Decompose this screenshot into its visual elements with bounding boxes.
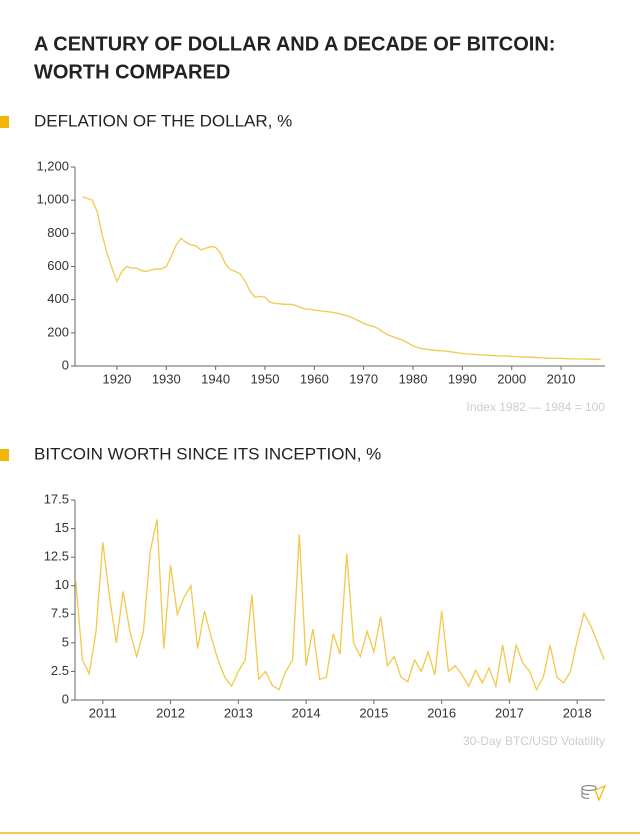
x-tick-label: 2013 — [224, 705, 253, 720]
page-title: WORTH COMPARED — [34, 61, 230, 83]
y-tick-label: 400 — [47, 291, 69, 306]
y-tick-label: 1,000 — [36, 192, 69, 207]
x-tick-label: 2014 — [292, 705, 321, 720]
x-tick-label: 1980 — [399, 371, 428, 386]
x-tick-label: 2000 — [497, 371, 526, 386]
x-tick-label: 1960 — [300, 371, 329, 386]
x-tick-label: 2018 — [563, 705, 592, 720]
y-tick-label: 1,200 — [36, 158, 69, 173]
y-tick-label: 0 — [62, 691, 69, 706]
x-tick-label: 2011 — [89, 705, 117, 720]
x-tick-label: 1970 — [349, 371, 378, 386]
x-tick-label: 1930 — [152, 371, 181, 386]
y-tick-label: 600 — [47, 258, 69, 273]
x-tick-label: 2017 — [495, 705, 524, 720]
x-tick-label: 1950 — [251, 371, 280, 386]
y-tick-label: 200 — [47, 324, 69, 339]
y-tick-label: 17.5 — [44, 491, 69, 506]
x-tick-label: 2016 — [427, 705, 456, 720]
data-line — [82, 196, 601, 361]
x-tick-label: 2015 — [359, 705, 388, 720]
y-tick-label: 10 — [55, 577, 69, 592]
chart-note: 30-Day BTC/USD Volatility — [463, 734, 605, 748]
section-bullet — [0, 116, 9, 128]
section-bullet — [0, 449, 9, 461]
x-tick-label: 2010 — [547, 371, 576, 386]
chart-title: DEFLATION OF THE DOLLAR, % — [34, 111, 292, 130]
y-tick-label: 15 — [55, 520, 69, 535]
x-tick-label: 1940 — [201, 371, 230, 386]
y-tick-label: 7.5 — [51, 606, 69, 621]
page-title: A CENTURY OF DOLLAR AND A DECADE OF BITC… — [34, 33, 555, 55]
y-tick-label: 5 — [62, 634, 69, 649]
chart-title: BITCOIN WORTH SINCE ITS INCEPTION, % — [34, 444, 381, 463]
x-tick-label: 1990 — [448, 371, 477, 386]
y-tick-label: 2.5 — [51, 663, 69, 678]
y-tick-label: 800 — [47, 225, 69, 240]
logo — [581, 784, 607, 802]
chart-note: Index 1982 — 1984 = 100 — [467, 400, 606, 414]
y-tick-label: 12.5 — [44, 549, 69, 564]
x-tick-label: 2012 — [156, 705, 185, 720]
x-tick-label: 1920 — [102, 371, 131, 386]
y-tick-label: 0 — [62, 357, 69, 372]
data-line — [75, 519, 605, 692]
